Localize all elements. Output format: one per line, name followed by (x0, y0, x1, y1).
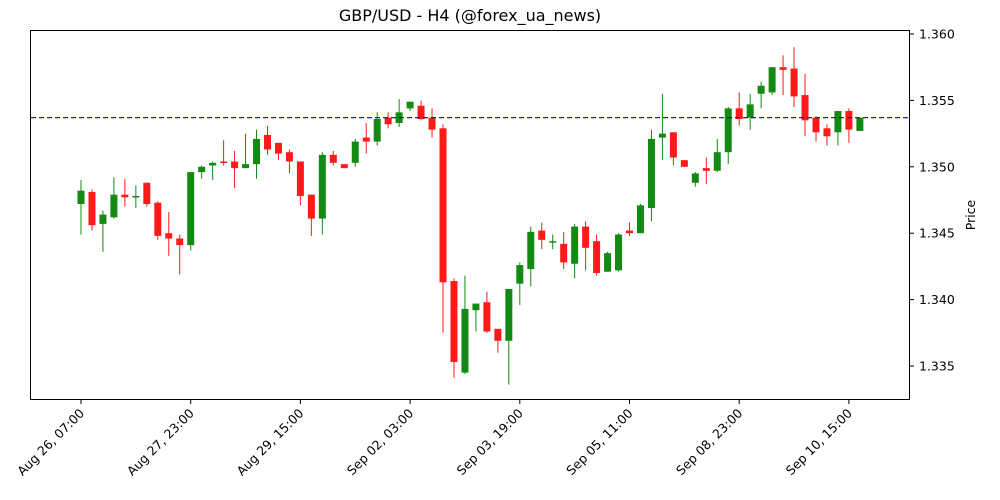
candle-down (154, 202, 162, 236)
candle-down (296, 161, 304, 197)
candle-up (604, 253, 612, 272)
x-tick-label: Sep 03, 19:00 (453, 405, 525, 477)
candle-up (132, 196, 140, 198)
candle-up (691, 173, 699, 183)
candle-up (472, 303, 480, 311)
candle-up (615, 234, 623, 271)
x-tick-label: Aug 27, 23:00 (124, 405, 197, 478)
candle-down (439, 128, 447, 283)
candle-down (417, 105, 425, 119)
candle-up (253, 138, 261, 165)
candle-up (373, 118, 381, 142)
candle-down (428, 117, 436, 130)
y-axis-label: Price (963, 199, 978, 230)
x-tick-label: Sep 05, 11:00 (563, 405, 635, 477)
candle-up (768, 67, 776, 93)
candle-up (636, 205, 644, 234)
candle-down (231, 161, 239, 169)
x-tick-label: Aug 26, 07:00 (14, 405, 87, 478)
candle-down (680, 160, 688, 167)
candle-down (307, 194, 315, 219)
candle-down (593, 241, 601, 274)
candle-down (823, 128, 831, 137)
candle-down (274, 142, 282, 154)
candle-down (812, 117, 820, 133)
candle-up (516, 265, 524, 284)
candle-down (88, 192, 96, 226)
candle-up (505, 288, 513, 341)
candle-up (549, 241, 557, 243)
candle-up (187, 172, 195, 246)
candles-layer (77, 47, 864, 385)
candle-down (538, 230, 546, 240)
candle-down (176, 238, 184, 246)
candle-up (209, 162, 217, 166)
candle-down (735, 108, 743, 119)
y-tick-label: 1.345 (919, 226, 955, 241)
candle-down (165, 233, 173, 239)
x-tick-label: Sep 10, 15:00 (783, 405, 855, 477)
candle-down (362, 137, 370, 142)
candle-down (560, 243, 568, 263)
candle-down (582, 226, 590, 248)
candle-down (121, 194, 129, 198)
plot-frame (30, 30, 910, 400)
candle-up (834, 111, 842, 133)
candle-up (351, 141, 359, 163)
y-tick-label: 1.335 (919, 359, 955, 374)
candle-up (198, 166, 206, 173)
candle-down (494, 328, 502, 341)
candle-up (647, 138, 655, 208)
candle-down (483, 302, 491, 332)
y-axis: 1.335 1.340 1.345 1.350 1.355 1.360 (910, 27, 955, 374)
candle-up (658, 133, 666, 138)
candle-down (779, 67, 787, 70)
candle-down (801, 95, 809, 121)
candle-up (77, 190, 85, 204)
candle-down (329, 154, 337, 163)
candle-up (856, 117, 864, 131)
y-tick-label: 1.355 (919, 93, 955, 108)
candle-down (263, 134, 271, 150)
y-tick-label: 1.340 (919, 292, 955, 307)
candle-down (790, 68, 798, 97)
candle-down (845, 111, 853, 130)
candle-up (746, 104, 754, 118)
candle-down (669, 132, 677, 158)
x-tick-label: Sep 02, 03:00 (344, 405, 416, 477)
candle-up (110, 194, 118, 218)
candle-down (626, 230, 633, 234)
candle-up (571, 226, 579, 264)
candle-down (340, 164, 348, 169)
x-tick-label: Aug 29, 15:00 (234, 405, 307, 478)
candle-up (713, 152, 721, 171)
candle-down (702, 168, 710, 171)
candle-up (99, 214, 107, 224)
y-tick-label: 1.360 (919, 27, 955, 42)
y-tick-label: 1.350 (919, 159, 955, 174)
candle-down (143, 182, 151, 204)
candle-up (527, 231, 535, 270)
candle-up (461, 308, 469, 373)
candle-up (406, 101, 414, 109)
x-tick-label: Sep 08, 23:00 (673, 405, 745, 477)
candle-down (384, 117, 392, 125)
candle-down (450, 281, 458, 363)
candle-down (220, 161, 228, 163)
candle-up (724, 108, 732, 153)
candle-down (285, 152, 293, 162)
chart-title: GBP/USD - H4 (@forex_ua_news) (338, 6, 602, 25)
x-axis: Aug 26, 07:00 Aug 27, 23:00 Aug 29, 15:00 S… (14, 400, 855, 479)
candle-up (242, 164, 250, 169)
candle-up (318, 154, 326, 219)
candle-up (757, 85, 765, 94)
